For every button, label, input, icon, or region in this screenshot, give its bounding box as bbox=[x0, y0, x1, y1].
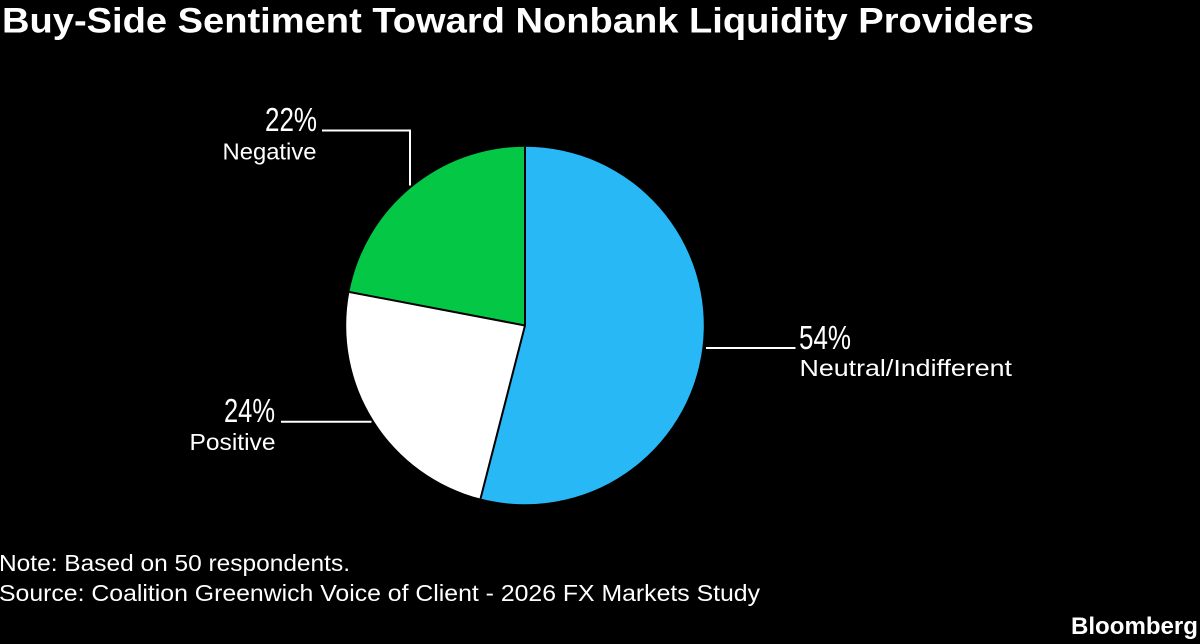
svg-text:Buy-Side Sentiment Toward Nonb: Buy-Side Sentiment Toward Nonbank Liquid… bbox=[2, 2, 1034, 41]
svg-text:Negative: Negative bbox=[223, 138, 317, 164]
svg-text:Source: Coalition Greenwich Vo: Source: Coalition Greenwich Voice of Cli… bbox=[0, 580, 760, 606]
svg-text:22%: 22% bbox=[265, 101, 317, 138]
svg-text:Note: Based on 50 respondents.: Note: Based on 50 respondents. bbox=[0, 550, 350, 576]
svg-text:Positive: Positive bbox=[190, 429, 276, 455]
svg-text:Bloomberg: Bloomberg bbox=[1071, 613, 1198, 640]
svg-text:Neutral/Indifferent: Neutral/Indifferent bbox=[800, 355, 1013, 381]
svg-text:24%: 24% bbox=[224, 392, 275, 429]
svg-text:54%: 54% bbox=[799, 319, 851, 356]
